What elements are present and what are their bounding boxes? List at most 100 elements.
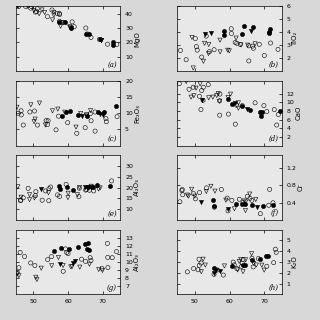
- Point: [67, 24, 72, 29]
- Point: [250, 44, 255, 49]
- Point: [79, 257, 84, 262]
- Point: [45, 257, 50, 262]
- Point: [91, 188, 96, 194]
- Point: [257, 42, 262, 47]
- Point: [60, 114, 65, 119]
- Point: [191, 191, 196, 196]
- Point: [217, 38, 222, 43]
- Point: [178, 48, 183, 53]
- Point: [185, 269, 190, 275]
- Point: [85, 31, 90, 36]
- Point: [68, 264, 73, 269]
- Point: [226, 95, 231, 100]
- Point: [89, 185, 94, 190]
- Point: [86, 184, 91, 189]
- Point: [43, 188, 48, 194]
- Y-axis label: K₂O: K₂O: [292, 256, 298, 268]
- Point: [86, 32, 92, 37]
- Point: [254, 262, 259, 268]
- Point: [77, 265, 82, 270]
- Point: [33, 116, 38, 122]
- Point: [39, 266, 44, 271]
- Point: [66, 251, 71, 256]
- Point: [225, 196, 230, 201]
- Point: [267, 26, 272, 31]
- Point: [21, 195, 26, 200]
- Point: [244, 107, 249, 112]
- Point: [105, 265, 110, 270]
- Text: (c): (c): [108, 135, 117, 143]
- Point: [76, 194, 82, 199]
- Point: [199, 269, 204, 274]
- Point: [33, 189, 38, 194]
- Point: [227, 48, 232, 53]
- Point: [206, 42, 211, 47]
- Point: [229, 198, 235, 203]
- Point: [206, 51, 211, 56]
- Point: [189, 187, 194, 192]
- Point: [238, 42, 244, 47]
- Point: [27, 192, 32, 197]
- Point: [236, 106, 241, 111]
- Point: [189, 35, 195, 40]
- Point: [84, 32, 89, 37]
- Point: [33, 10, 38, 15]
- Point: [98, 37, 103, 43]
- Point: [266, 203, 271, 208]
- Text: (a): (a): [108, 60, 117, 68]
- Point: [271, 203, 276, 208]
- Point: [56, 183, 61, 188]
- Point: [14, 105, 20, 110]
- Point: [37, 100, 42, 106]
- Point: [16, 4, 21, 9]
- Point: [226, 208, 231, 213]
- Point: [48, 184, 53, 189]
- Point: [35, 6, 40, 11]
- Point: [51, 10, 56, 15]
- Point: [63, 110, 68, 115]
- Point: [204, 185, 209, 190]
- Point: [49, 254, 54, 259]
- Point: [222, 263, 227, 268]
- Point: [242, 198, 247, 204]
- Point: [191, 85, 196, 90]
- Point: [40, 198, 45, 203]
- Point: [96, 187, 101, 192]
- Point: [240, 261, 245, 266]
- Text: (b): (b): [268, 60, 278, 68]
- Point: [267, 187, 272, 192]
- Point: [180, 188, 185, 193]
- Point: [212, 265, 217, 270]
- Point: [267, 30, 272, 35]
- Point: [62, 20, 68, 25]
- Point: [194, 44, 199, 49]
- Point: [249, 203, 254, 208]
- Point: [76, 113, 81, 118]
- Point: [239, 264, 244, 269]
- Point: [278, 108, 283, 114]
- Point: [88, 108, 93, 113]
- Point: [70, 261, 75, 266]
- Point: [259, 263, 264, 268]
- Point: [21, 123, 26, 128]
- Point: [88, 258, 93, 263]
- Point: [100, 268, 105, 273]
- Point: [57, 186, 62, 191]
- Point: [32, 119, 37, 124]
- Point: [185, 193, 190, 198]
- Point: [225, 207, 230, 212]
- Point: [234, 103, 239, 108]
- Point: [60, 269, 66, 274]
- Point: [16, 273, 21, 278]
- Point: [105, 42, 110, 47]
- Point: [23, 4, 28, 9]
- Y-axis label: Al₂O₃: Al₂O₃: [134, 253, 140, 271]
- Text: (e): (e): [108, 209, 117, 217]
- Point: [219, 187, 224, 192]
- Point: [18, 250, 23, 255]
- Point: [222, 32, 227, 37]
- Point: [79, 113, 84, 118]
- Point: [201, 85, 206, 90]
- Point: [83, 125, 88, 130]
- Point: [234, 266, 239, 271]
